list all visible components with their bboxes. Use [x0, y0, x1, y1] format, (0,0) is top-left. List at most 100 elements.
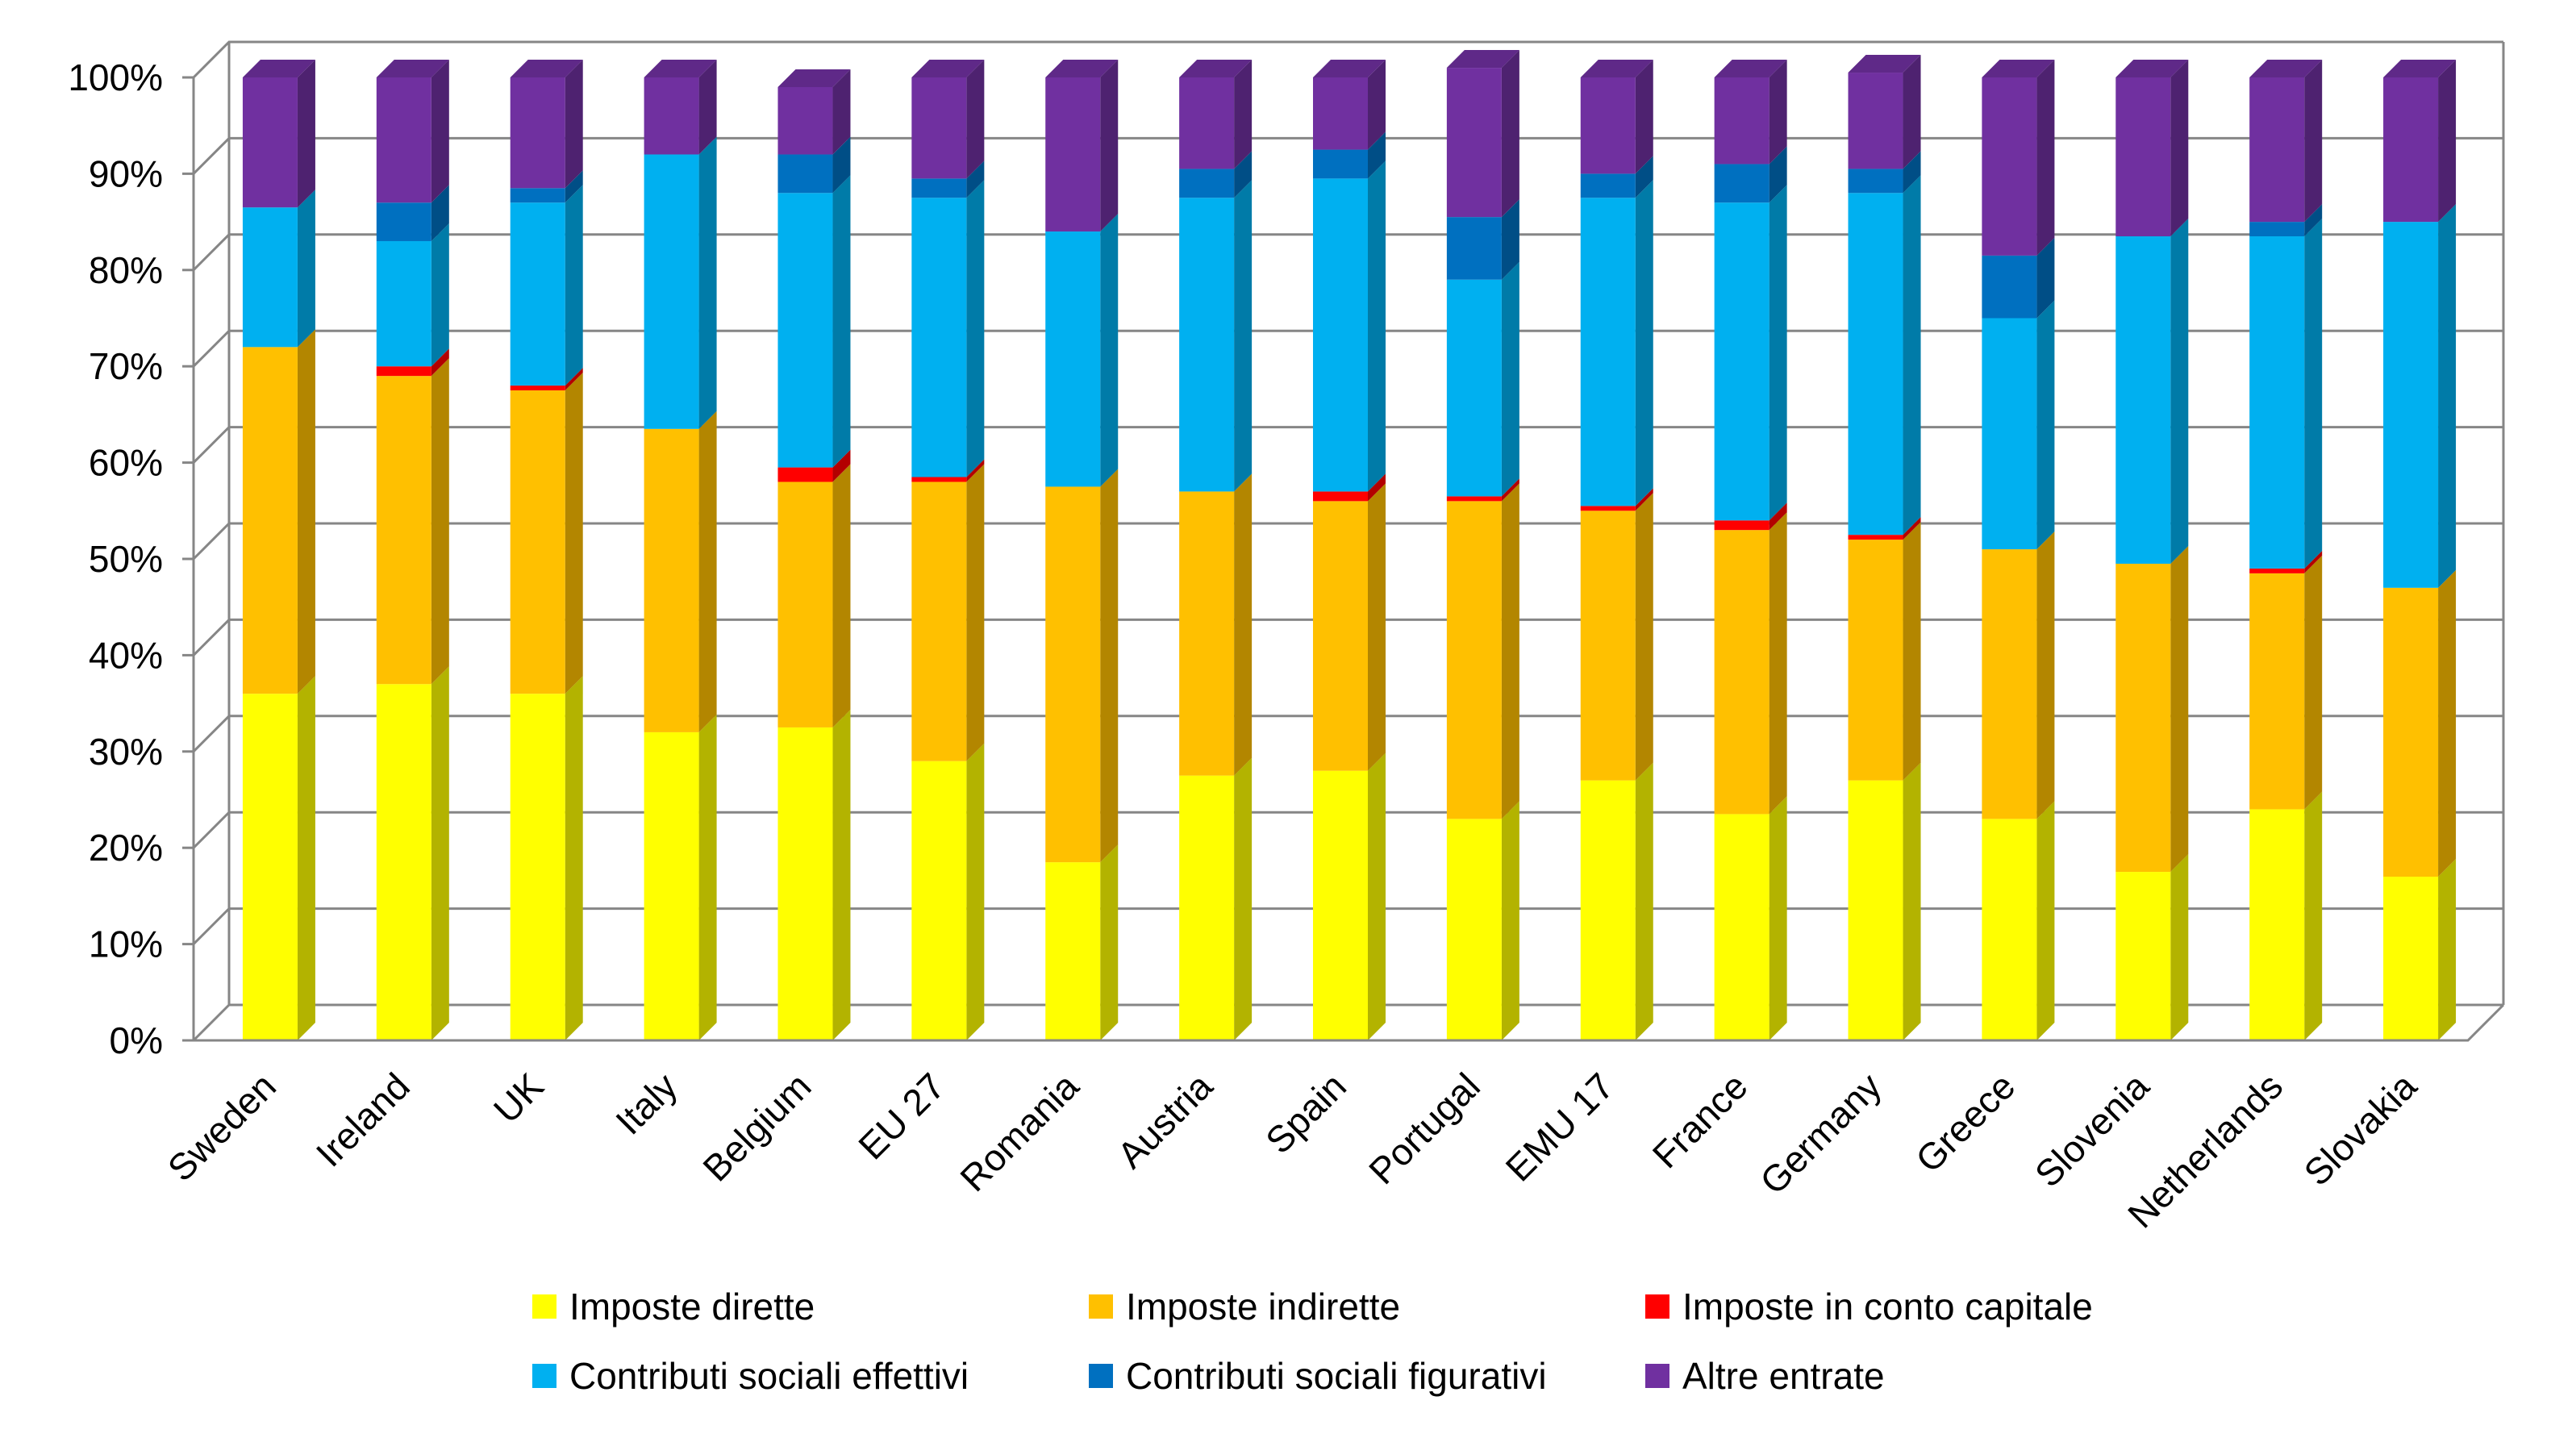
- bar-segment: [1313, 131, 1386, 179]
- bar-front-face: [777, 727, 833, 1040]
- bar-segment: [911, 464, 985, 761]
- bar-side-face: [2304, 791, 2323, 1040]
- bar-front-face: [1179, 491, 1235, 776]
- bar-side-face: [1903, 517, 1921, 540]
- bar-front-face: [510, 77, 565, 189]
- bar-segment: [1714, 796, 1787, 1040]
- bar-side-face: [832, 709, 851, 1040]
- legend-swatch: [532, 1364, 556, 1388]
- bar-segment: [1848, 762, 1921, 1040]
- bar-side-face: [2304, 60, 2323, 223]
- bar-segment: [2383, 569, 2457, 877]
- bar-front-face: [376, 366, 431, 377]
- bar-top-face: [1179, 60, 1253, 77]
- x-category-label: Austria: [1109, 1065, 1220, 1176]
- bar-segment: [2249, 204, 2323, 237]
- bar-segment: [510, 373, 583, 694]
- bar-segment: [644, 411, 717, 732]
- y-tick-label: 40%: [89, 634, 163, 676]
- bar-stack: [510, 60, 583, 1040]
- bar-segment: [1446, 50, 1519, 218]
- bar-side-face: [832, 136, 851, 194]
- bar-front-face: [2115, 236, 2171, 564]
- bar-front-face: [1179, 198, 1235, 492]
- bar-side-face: [297, 60, 315, 208]
- bar-side-face: [2438, 569, 2457, 877]
- bar-segment: [2249, 60, 2323, 223]
- x-category-label: Spain: [1257, 1065, 1354, 1161]
- bar-front-face: [1313, 77, 1368, 150]
- bar-side-face: [1368, 473, 1386, 502]
- bar-front-face: [1982, 318, 2037, 550]
- bar-segment: [911, 60, 985, 179]
- legend-label: Imposte indirette: [1126, 1286, 1401, 1328]
- bar-side-face: [565, 373, 583, 694]
- bar-segment: [1313, 160, 1386, 492]
- x-category-label: Slovakia: [2295, 1065, 2424, 1194]
- bar-segment: [2383, 859, 2457, 1040]
- bar-front-face: [1446, 217, 1502, 280]
- bar-segment: [1179, 180, 1253, 492]
- bar-front-face: [2115, 77, 2171, 237]
- bar-front-face: [1714, 164, 1769, 203]
- bar-front-face: [1580, 780, 1636, 1040]
- bar-side-face: [297, 190, 315, 348]
- y-tick-label: 10%: [89, 923, 163, 965]
- bar-side-face: [1100, 214, 1119, 487]
- bar-side-face: [1769, 185, 1787, 521]
- bar-front-face: [1045, 862, 1101, 1040]
- y-tick-label: 30%: [89, 731, 163, 773]
- bar-front-face: [1446, 819, 1502, 1040]
- bar-top-face: [1714, 60, 1787, 77]
- bar-stack: [1313, 60, 1386, 1040]
- bar-front-face: [1848, 540, 1903, 781]
- bar-stack: [2383, 60, 2457, 1040]
- bar-front-face: [1580, 173, 1636, 198]
- bar-front-face: [1446, 496, 1502, 502]
- bar-side-face: [1501, 199, 1519, 280]
- bar-front-face: [1848, 169, 1903, 194]
- bar-stack: [1446, 50, 1519, 1040]
- bar-segment: [1045, 60, 1119, 232]
- bar-segment: [1179, 60, 1253, 169]
- bar-side-face: [2036, 531, 2055, 819]
- bar-side-face: [966, 464, 985, 761]
- bar-front-face: [2249, 77, 2305, 223]
- legend-label: Contributi sociali figurativi: [1126, 1355, 1547, 1397]
- bar-front-face: [242, 77, 298, 208]
- legend-label: Imposte in conto capitale: [1682, 1286, 2093, 1328]
- bar-side-face: [1903, 55, 1921, 169]
- bar-side-face: [565, 60, 583, 189]
- bar-segment: [1982, 801, 2055, 1040]
- bar-side-face: [1501, 50, 1519, 218]
- bar-front-face: [1045, 486, 1101, 863]
- legend-item: Imposte dirette: [532, 1282, 815, 1331]
- bar-segment: [510, 676, 583, 1040]
- bar-side-face: [1635, 488, 1653, 511]
- bar-stack: [1982, 60, 2055, 1040]
- bar-segment: [1045, 214, 1119, 487]
- bar-stack: [644, 60, 717, 1040]
- bar-top-face: [1446, 50, 1519, 69]
- bar-segment: [1446, 261, 1519, 497]
- bar-segment: [777, 464, 851, 727]
- bar-front-face: [1848, 73, 1903, 169]
- bar-side-face: [2036, 237, 2055, 319]
- bar-top-face: [1580, 60, 1653, 77]
- bar-side-face: [1635, 180, 1653, 506]
- bar-front-face: [376, 202, 431, 241]
- bar-side-face: [832, 69, 851, 155]
- bar-segment: [510, 60, 583, 189]
- bar-front-face: [1313, 501, 1368, 771]
- x-category-label: Romania: [952, 1065, 1086, 1199]
- bar-front-face: [1446, 279, 1502, 497]
- y-tick-label: 100%: [68, 56, 163, 98]
- y-tick-label: 80%: [89, 249, 163, 291]
- bar-front-face: [1313, 149, 1368, 179]
- bar-front-face: [911, 761, 967, 1040]
- bar-front-face: [2249, 809, 2305, 1040]
- bar-top-face: [644, 60, 717, 77]
- bar-segment: [644, 714, 717, 1040]
